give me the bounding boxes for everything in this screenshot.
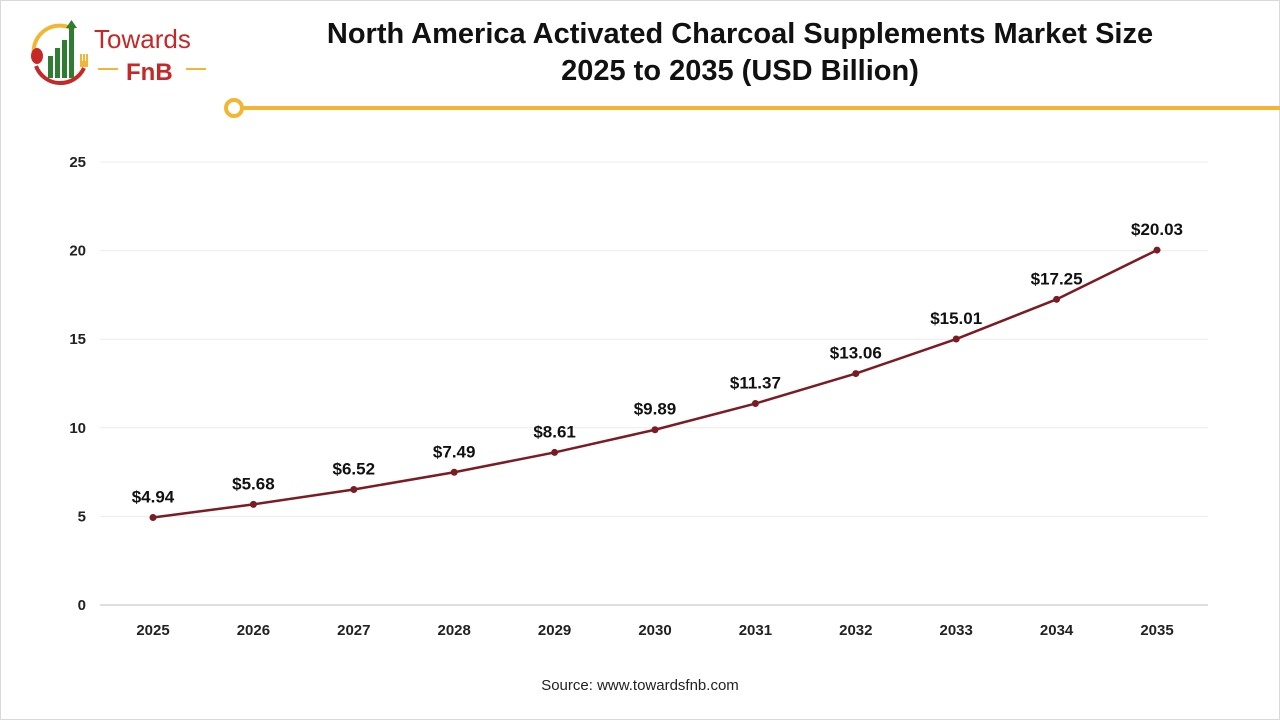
data-point (149, 513, 157, 521)
x-tick-label: 2035 (1140, 622, 1173, 639)
x-tick-label: 2025 (136, 622, 169, 639)
data-point (1053, 295, 1061, 303)
title-underline-decoration (224, 98, 1280, 118)
y-tick-label: 0 (78, 597, 86, 614)
x-tick-label: 2034 (1040, 622, 1074, 639)
data-point (651, 426, 659, 434)
data-point (350, 485, 358, 493)
chart-title: North America Activated Charcoal Supplem… (290, 16, 1190, 90)
data-label: $15.01 (930, 309, 982, 328)
data-label: $7.49 (433, 442, 476, 461)
title-line-1: North America Activated Charcoal Supplem… (326, 18, 1154, 50)
data-label: $5.68 (232, 474, 275, 493)
logo-text-fnb: FnB (126, 59, 173, 86)
data-point (952, 335, 960, 343)
data-label: $6.52 (333, 459, 376, 478)
data-point (1153, 246, 1161, 254)
x-tick-label: 2026 (237, 622, 270, 639)
x-tick-label: 2032 (839, 622, 872, 639)
data-point (852, 370, 860, 378)
data-label: $20.03 (1131, 220, 1183, 239)
data-label: $13.06 (830, 344, 882, 363)
data-label: $9.89 (634, 400, 677, 419)
y-tick-label: 25 (69, 154, 86, 171)
logo-text-towards: Towards (94, 24, 191, 54)
y-tick-label: 20 (69, 243, 86, 260)
source-note: Source: www.towardsfnb.com (541, 677, 739, 694)
series-line (152, 248, 1158, 519)
data-point (751, 400, 759, 408)
y-tick-label: 15 (69, 331, 86, 348)
data-point (450, 468, 458, 476)
y-tick-label: 5 (78, 508, 86, 525)
data-label: $17.25 (1031, 269, 1083, 288)
x-tick-label: 2030 (638, 622, 671, 639)
x-tick-label: 2028 (438, 622, 471, 639)
x-tick-label: 2027 (337, 622, 370, 639)
data-point (249, 500, 257, 508)
towards-fnb-logo: Towards FnB (31, 20, 206, 86)
x-tick-label: 2031 (739, 622, 772, 639)
y-tick-label: 10 (69, 420, 86, 437)
data-label: $8.61 (533, 422, 576, 441)
data-point (551, 448, 559, 456)
x-tick-label: 2033 (940, 622, 973, 639)
title-line-2: 2025 to 2035 (USD Billion) (561, 55, 919, 87)
x-tick-label: 2029 (538, 622, 571, 639)
data-label: $11.37 (730, 374, 781, 393)
data-label: $4.94 (132, 487, 175, 506)
